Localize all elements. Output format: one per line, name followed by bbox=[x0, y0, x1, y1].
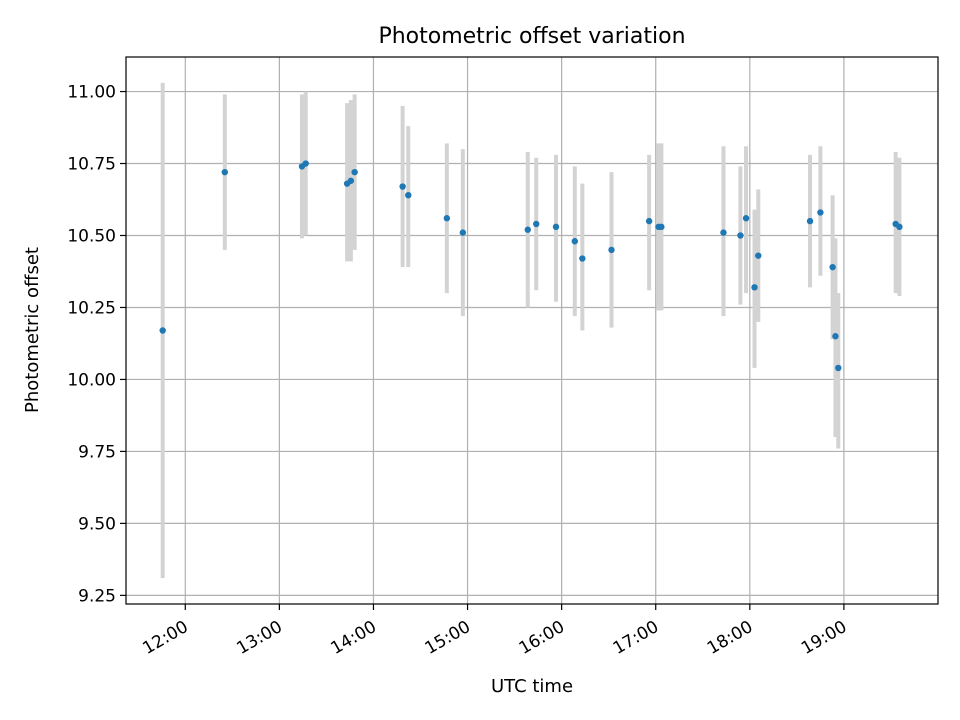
data-points bbox=[159, 160, 903, 372]
y-tick-label: 11.00 bbox=[67, 83, 116, 103]
data-point bbox=[832, 333, 839, 340]
y-tick-label: 10.25 bbox=[67, 298, 116, 318]
data-point bbox=[443, 215, 451, 222]
data-point bbox=[737, 232, 744, 239]
data-point bbox=[658, 223, 665, 231]
data-point bbox=[835, 364, 842, 372]
data-point bbox=[552, 223, 560, 231]
data-point bbox=[579, 255, 586, 262]
y-tick-label: 10.50 bbox=[67, 226, 116, 246]
data-point bbox=[751, 284, 758, 291]
data-point bbox=[742, 215, 750, 222]
y-tick-label: 10.75 bbox=[67, 155, 116, 175]
chart-title: Photometric offset variation bbox=[378, 24, 685, 49]
data-point bbox=[399, 183, 406, 190]
data-point bbox=[755, 252, 762, 259]
data-point bbox=[405, 191, 412, 199]
y-tick-label: 9.75 bbox=[78, 442, 116, 462]
data-point bbox=[533, 220, 540, 228]
data-point bbox=[221, 168, 228, 176]
data-point bbox=[159, 327, 166, 334]
y-axis-label: Photometric offset bbox=[22, 247, 43, 413]
y-tick-label: 9.25 bbox=[78, 586, 116, 606]
grid bbox=[126, 57, 938, 604]
data-point bbox=[806, 217, 814, 225]
data-point bbox=[608, 246, 615, 254]
y-axis: 9.25 9.50 9.75 10.00 10.25 10.50 10.75 11.00 bbox=[67, 83, 126, 606]
data-point bbox=[896, 223, 903, 231]
y-tick-label: 9.50 bbox=[78, 514, 116, 534]
data-point bbox=[720, 229, 727, 236]
data-point bbox=[351, 168, 358, 176]
data-point bbox=[302, 160, 309, 167]
data-point bbox=[829, 263, 836, 271]
y-tick-label: 10.00 bbox=[67, 370, 116, 390]
data-point bbox=[524, 226, 531, 233]
data-point bbox=[645, 217, 653, 225]
data-point bbox=[817, 209, 824, 216]
plot-frame bbox=[125, 56, 939, 605]
data-point bbox=[459, 229, 467, 236]
data-point bbox=[571, 238, 579, 245]
data-point bbox=[347, 177, 355, 184]
x-axis-label: UTC time bbox=[491, 676, 573, 697]
